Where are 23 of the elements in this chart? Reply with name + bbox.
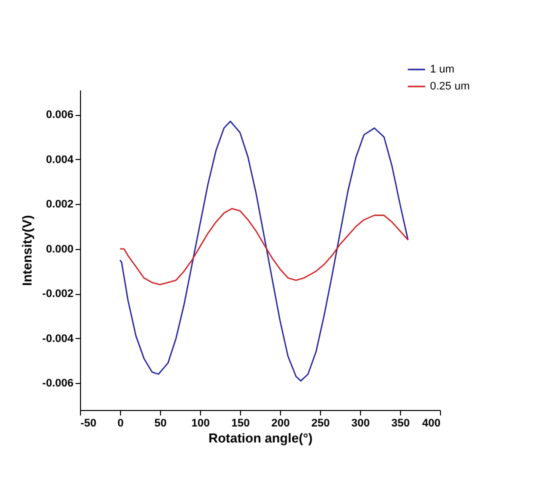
legend-label: 1 um	[430, 64, 454, 76]
y-tick-label: 0.000	[46, 243, 74, 256]
y-axis-title: Intensity(V)	[19, 215, 34, 286]
legend-label: 0.25 um	[430, 80, 470, 92]
y-tick-label: -0.006	[42, 378, 74, 390]
x-tick-label: 150	[231, 418, 250, 430]
y-tick-label: 0.002	[46, 198, 74, 211]
y-tick-label: -0.002	[42, 288, 74, 300]
line-series	[119, 120, 409, 382]
y-tick-label: 0.004	[46, 154, 74, 166]
x-axis-title: Rotation angle(°)	[208, 430, 313, 446]
x-tick-label: 400	[422, 418, 440, 430]
x-tick-label: 100	[191, 418, 210, 430]
x-tick-label: 0	[117, 418, 124, 430]
x-tick-label: 350	[391, 418, 410, 430]
y-tick-label: 0.006	[46, 109, 74, 122]
x-tick-label: 300	[351, 418, 370, 430]
x-tick-label: 250	[311, 418, 330, 430]
x-tick-label: -50	[80, 418, 96, 430]
x-tick-label: 200	[271, 418, 290, 430]
x-tick-label: 50	[154, 418, 167, 430]
y-tick-label: -0.004	[42, 332, 74, 345]
line-series	[119, 208, 409, 286]
